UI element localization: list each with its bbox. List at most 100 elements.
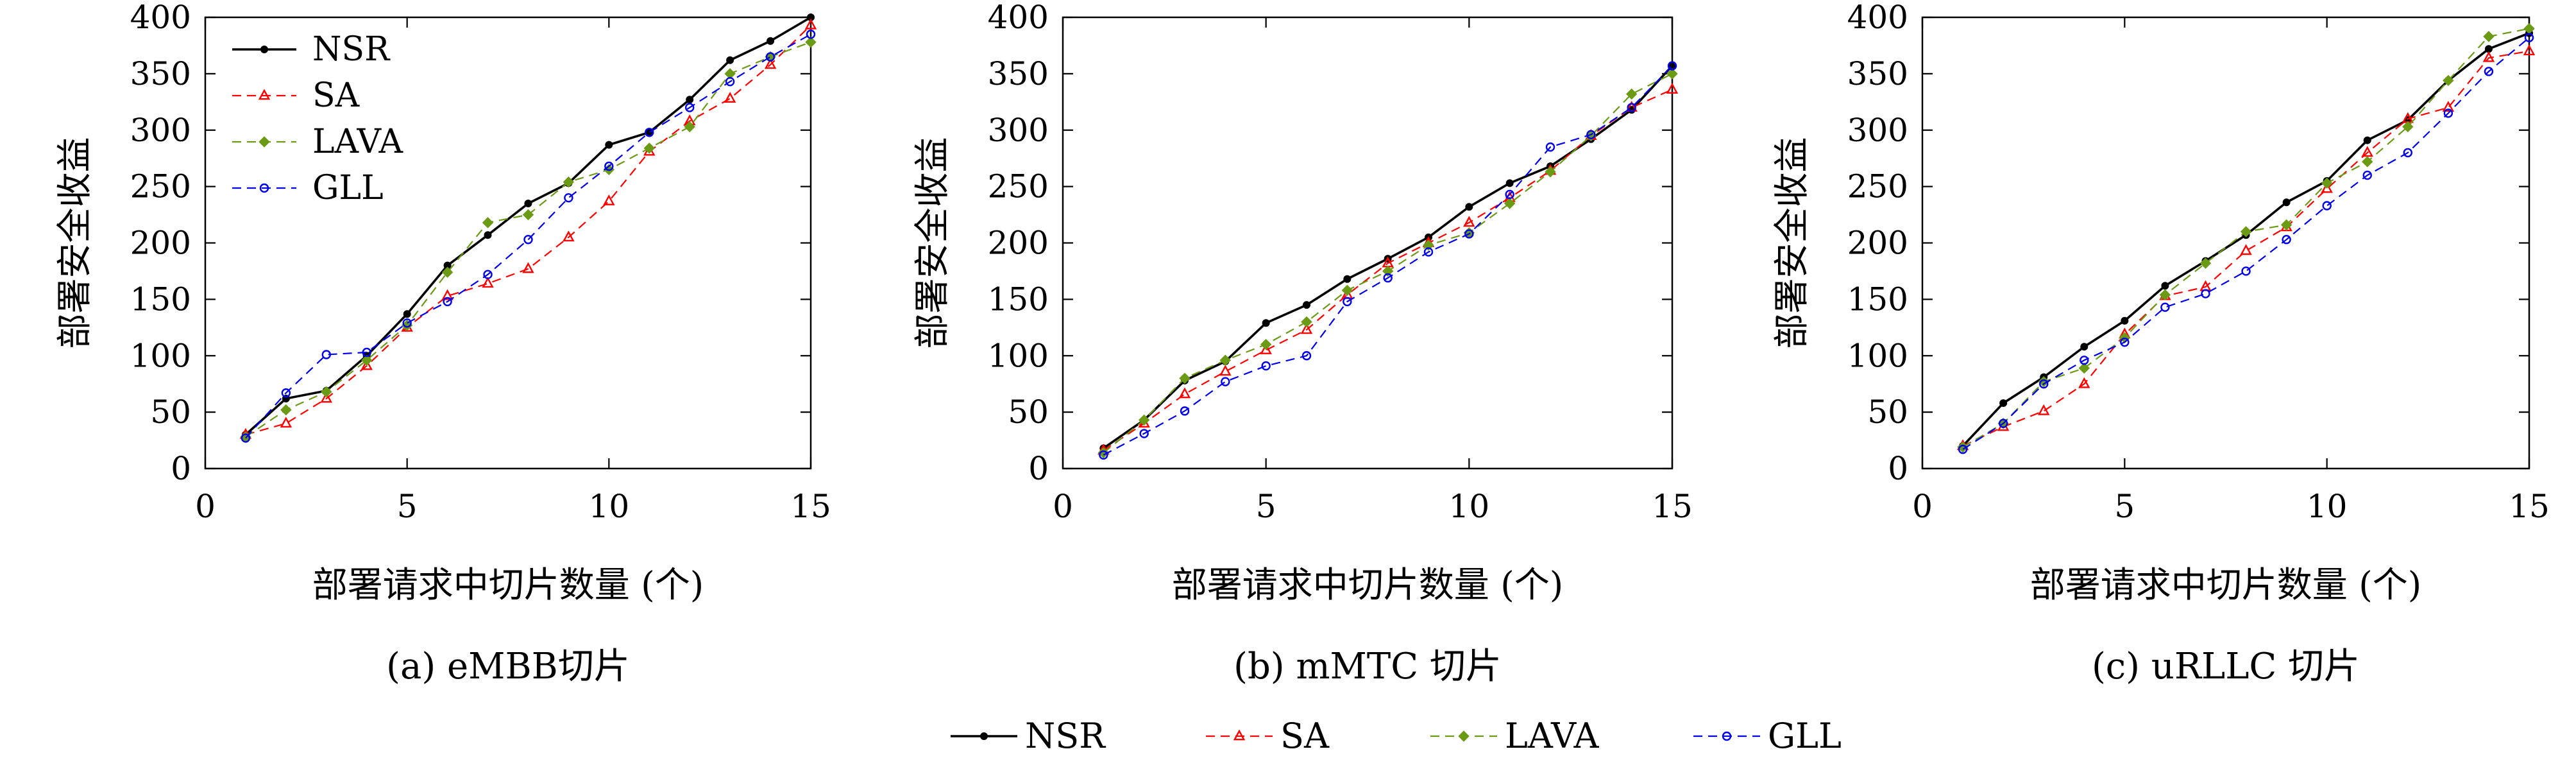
data-point: [1586, 130, 1596, 139]
data-point: [2443, 108, 2453, 118]
data-point: [482, 277, 494, 288]
x-axis-label: 部署请求中切片数量 (个): [1172, 564, 1563, 605]
data-point: [1139, 429, 1149, 438]
data-point: [684, 103, 695, 112]
data-point: [524, 199, 532, 207]
data-point: [643, 142, 655, 154]
data-point: [2282, 198, 2291, 207]
data-point: [1180, 406, 1190, 416]
data-point: [804, 18, 817, 30]
legend-marker: [258, 136, 270, 148]
legend-label-sa: SA: [312, 76, 360, 115]
y-tick-label: 50: [1008, 393, 1049, 431]
y-tick-label: 350: [1847, 55, 1908, 92]
y-tick-label: 50: [150, 393, 191, 431]
data-point: [1666, 68, 1678, 80]
y-tick-label: 350: [130, 55, 191, 92]
data-point: [2524, 33, 2534, 42]
y-tick-label: 400: [1847, 0, 1908, 36]
series-sa: [1956, 44, 2536, 451]
y-tick-label: 0: [171, 450, 191, 487]
data-point: [1343, 275, 1352, 283]
chart-panel-2: 0 50 100 150 200 250 300 350 400 0 5 10 15 部署请求中切片数量 …: [911, 0, 1693, 687]
legend-label-nsr: NSR: [312, 30, 391, 69]
data-point: [2442, 101, 2455, 112]
y-tick-label: 50: [1867, 393, 1908, 431]
data-point: [522, 262, 534, 273]
y-tick-label: 0: [1028, 450, 1049, 487]
data-point: [1625, 88, 1638, 100]
y-tick-label: 100: [1847, 337, 1908, 374]
legend-marker: [258, 89, 271, 100]
x-tick-label: 10: [2307, 488, 2348, 525]
x-tick-label: 0: [195, 488, 216, 525]
data-point: [1998, 418, 2008, 428]
y-tick-label: 250: [130, 168, 191, 205]
data-point: [2038, 379, 2049, 389]
data-point: [1301, 316, 1312, 328]
data-point: [726, 56, 734, 64]
legend-label-lava: LAVA: [1505, 716, 1599, 756]
data-point: [1179, 372, 1191, 384]
data-point: [2201, 289, 2210, 298]
data-point: [2403, 148, 2413, 158]
data-point: [645, 128, 654, 137]
data-point: [280, 417, 292, 428]
y-tick-label: 250: [988, 168, 1049, 205]
legend-marker: [260, 46, 268, 53]
y-tick-label: 100: [130, 337, 191, 374]
data-point: [767, 37, 775, 45]
data-point: [1262, 319, 1270, 327]
data-point: [1667, 61, 1677, 71]
x-tick-label: 15: [1652, 488, 1693, 525]
data-point: [765, 52, 775, 62]
y-tick-label: 100: [988, 337, 1049, 374]
series-line: [245, 33, 811, 439]
y-tick-label: 350: [988, 55, 1049, 92]
y-axis-label: 部署安全收益: [54, 137, 95, 349]
x-tick-label: 5: [2114, 488, 2135, 525]
legend-marker: [1233, 729, 1246, 741]
series-line: [1103, 89, 1673, 451]
y-tick-label: 400: [130, 0, 191, 36]
legend-marker: [980, 732, 988, 740]
x-tick-label: 15: [790, 488, 831, 525]
plot-frame: [1062, 16, 1674, 470]
y-tick-label: 300: [988, 112, 1049, 149]
legend-marker: [1722, 731, 1732, 741]
data-point: [2199, 257, 2212, 269]
data-point: [2080, 343, 2089, 351]
data-point: [2160, 302, 2170, 312]
data-point: [484, 231, 492, 239]
data-point: [241, 433, 251, 443]
legend-label-gll: GLL: [312, 169, 384, 207]
data-point: [2363, 136, 2371, 144]
data-point: [1260, 338, 1272, 350]
series-line: [245, 24, 811, 436]
data-point: [1505, 189, 1514, 200]
x-tick-label: 10: [589, 488, 630, 525]
data-point: [2484, 67, 2494, 76]
y-tick-label: 150: [130, 280, 191, 318]
data-point: [321, 350, 331, 359]
y-tick-label: 250: [1847, 168, 1908, 205]
data-point: [1343, 297, 1352, 307]
y-tick-label: 200: [988, 225, 1049, 262]
data-point: [1260, 343, 1272, 354]
x-axis-label: 部署请求中切片数量 (个): [312, 564, 704, 605]
data-point: [2161, 282, 2169, 290]
inner-legend: NSR SA LAVA GLL: [232, 30, 404, 207]
data-point: [1465, 203, 1473, 211]
data-point: [2483, 31, 2495, 42]
data-point: [1097, 447, 1110, 459]
data-point: [1957, 441, 1969, 453]
data-point: [2402, 121, 2414, 133]
data-point: [1545, 142, 1555, 152]
data-point: [1138, 414, 1150, 426]
plot-frame: [204, 16, 812, 470]
data-point: [724, 92, 736, 103]
data-point: [2362, 170, 2372, 180]
data-point: [684, 121, 695, 133]
x-axis-label: 部署请求中切片数量 (个): [2030, 564, 2421, 605]
